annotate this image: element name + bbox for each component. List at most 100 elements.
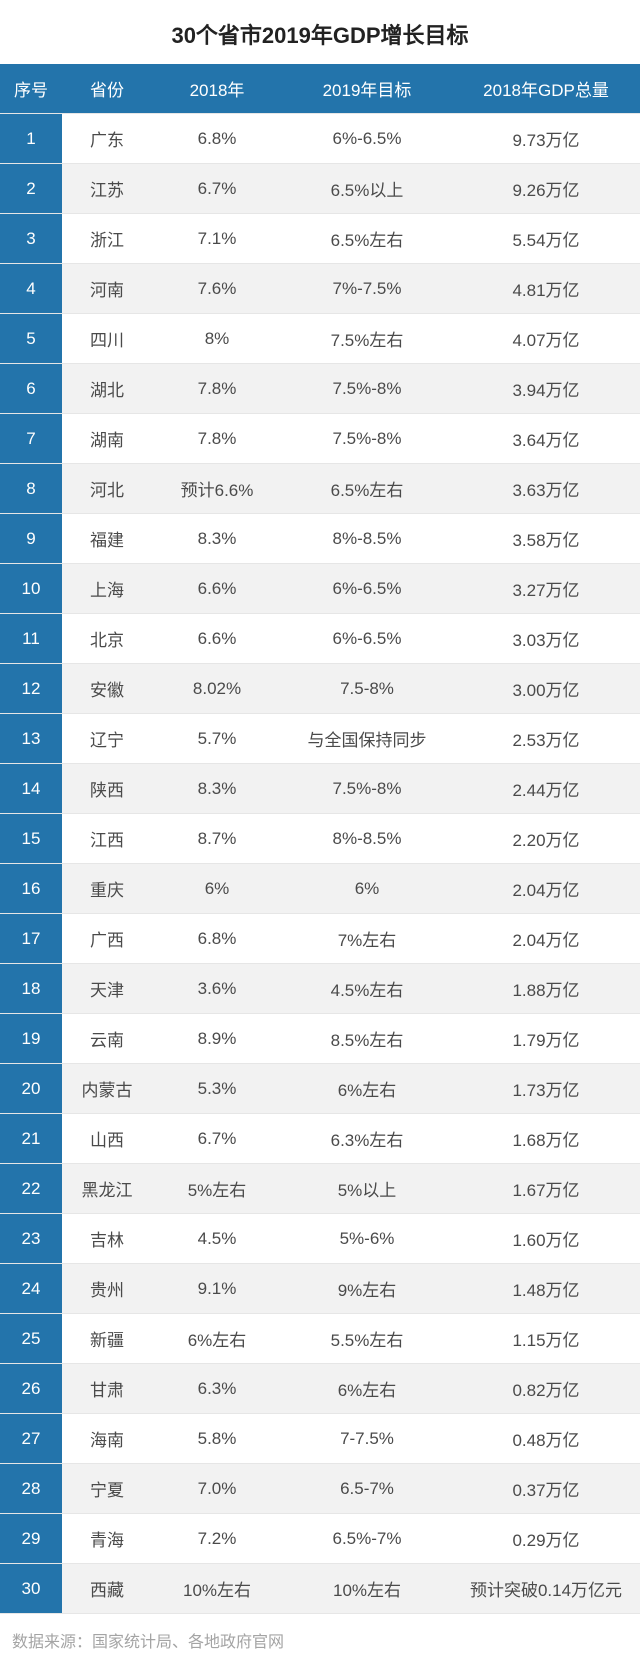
cell: 7.5%-8% [282, 414, 452, 464]
row-index: 5 [0, 314, 62, 364]
table-row: 14陕西8.3%7.5%-8%2.44万亿 [0, 764, 640, 814]
cell: 6.5%左右 [282, 464, 452, 514]
cell: 4.5%左右 [282, 964, 452, 1014]
table-row: 21山西6.7%6.3%左右1.68万亿 [0, 1114, 640, 1164]
cell: 6%-6.5% [282, 614, 452, 664]
cell: 6% [152, 864, 282, 914]
cell: 6.6% [152, 614, 282, 664]
cell: 广东 [62, 114, 152, 164]
table-row: 3浙江7.1%6.5%左右5.54万亿 [0, 214, 640, 264]
cell: 2.44万亿 [452, 764, 640, 814]
table-row: 30西藏10%左右10%左右预计突破0.14万亿元 [0, 1564, 640, 1614]
cell: 5.7% [152, 714, 282, 764]
cell: 云南 [62, 1014, 152, 1064]
cell: 6.3%左右 [282, 1114, 452, 1164]
cell: 1.73万亿 [452, 1064, 640, 1114]
cell: 5.8% [152, 1414, 282, 1464]
table-row: 27海南5.8%7-7.5%0.48万亿 [0, 1414, 640, 1464]
cell: 6.3% [152, 1364, 282, 1414]
table-row: 17广西6.8%7%左右2.04万亿 [0, 914, 640, 964]
row-index: 18 [0, 964, 62, 1014]
cell: 河北 [62, 464, 152, 514]
table-row: 10上海6.6%6%-6.5%3.27万亿 [0, 564, 640, 614]
cell: 山西 [62, 1114, 152, 1164]
cell: 福建 [62, 514, 152, 564]
cell: 3.63万亿 [452, 464, 640, 514]
cell: 3.00万亿 [452, 664, 640, 714]
cell: 3.6% [152, 964, 282, 1014]
cell: 3.64万亿 [452, 414, 640, 464]
row-index: 8 [0, 464, 62, 514]
table-row: 23吉林4.5%5%-6%1.60万亿 [0, 1214, 640, 1264]
cell: 8%-8.5% [282, 814, 452, 864]
cell: 8.3% [152, 514, 282, 564]
row-index: 29 [0, 1514, 62, 1564]
cell: 1.88万亿 [452, 964, 640, 1014]
cell: 6%左右 [282, 1064, 452, 1114]
row-index: 7 [0, 414, 62, 464]
cell: 吉林 [62, 1214, 152, 1264]
col-header-1: 省份 [62, 64, 152, 114]
cell: 1.60万亿 [452, 1214, 640, 1264]
gdp-table: 序号省份2018年2019年目标2018年GDP总量 1广东6.8%6%-6.5… [0, 64, 640, 1614]
cell: 6%左右 [152, 1314, 282, 1364]
row-index: 4 [0, 264, 62, 314]
cell: 江西 [62, 814, 152, 864]
cell: 6.7% [152, 164, 282, 214]
cell: 陕西 [62, 764, 152, 814]
table-body: 1广东6.8%6%-6.5%9.73万亿2江苏6.7%6.5%以上9.26万亿3… [0, 114, 640, 1614]
cell: 1.68万亿 [452, 1114, 640, 1164]
cell: 1.67万亿 [452, 1164, 640, 1214]
cell: 7.5-8% [282, 664, 452, 714]
row-index: 21 [0, 1114, 62, 1164]
table-row: 1广东6.8%6%-6.5%9.73万亿 [0, 114, 640, 164]
cell: 辽宁 [62, 714, 152, 764]
row-index: 13 [0, 714, 62, 764]
cell: 8.5%左右 [282, 1014, 452, 1064]
cell: 9.73万亿 [452, 114, 640, 164]
row-index: 25 [0, 1314, 62, 1364]
cell: 7.5%左右 [282, 314, 452, 364]
page-title: 30个省市2019年GDP增长目标 [0, 0, 640, 64]
cell: 天津 [62, 964, 152, 1014]
cell: 安徽 [62, 664, 152, 714]
cell: 6.5-7% [282, 1464, 452, 1514]
cell: 7.5%-8% [282, 364, 452, 414]
cell: 4.5% [152, 1214, 282, 1264]
data-source: 数据来源：国家统计局、各地政府官网 [0, 1614, 640, 1672]
table-row: 20内蒙古5.3%6%左右1.73万亿 [0, 1064, 640, 1114]
cell: 6%-6.5% [282, 564, 452, 614]
row-index: 10 [0, 564, 62, 614]
col-header-0: 序号 [0, 64, 62, 114]
table-row: 19云南8.9%8.5%左右1.79万亿 [0, 1014, 640, 1064]
cell: 青海 [62, 1514, 152, 1564]
row-index: 16 [0, 864, 62, 914]
cell: 1.15万亿 [452, 1314, 640, 1364]
row-index: 20 [0, 1064, 62, 1114]
table-row: 25新疆6%左右5.5%左右1.15万亿 [0, 1314, 640, 1364]
row-index: 26 [0, 1364, 62, 1414]
cell: 8%-8.5% [282, 514, 452, 564]
cell: 6.6% [152, 564, 282, 614]
cell: 7.6% [152, 264, 282, 314]
cell: 3.03万亿 [452, 614, 640, 664]
cell: 7.0% [152, 1464, 282, 1514]
cell: 5.3% [152, 1064, 282, 1114]
cell: 贵州 [62, 1264, 152, 1314]
cell: 6.8% [152, 914, 282, 964]
cell: 宁夏 [62, 1464, 152, 1514]
table-row: 9福建8.3%8%-8.5%3.58万亿 [0, 514, 640, 564]
cell: 8.7% [152, 814, 282, 864]
table-row: 6湖北7.8%7.5%-8%3.94万亿 [0, 364, 640, 414]
table-head: 序号省份2018年2019年目标2018年GDP总量 [0, 64, 640, 114]
cell: 6.5%以上 [282, 164, 452, 214]
cell: 3.58万亿 [452, 514, 640, 564]
table-row: 15江西8.7%8%-8.5%2.20万亿 [0, 814, 640, 864]
cell: 6.8% [152, 114, 282, 164]
row-index: 9 [0, 514, 62, 564]
cell: 7.5%-8% [282, 764, 452, 814]
cell: 与全国保持同步 [282, 714, 452, 764]
cell: 1.79万亿 [452, 1014, 640, 1064]
cell: 上海 [62, 564, 152, 614]
cell: 湖南 [62, 414, 152, 464]
